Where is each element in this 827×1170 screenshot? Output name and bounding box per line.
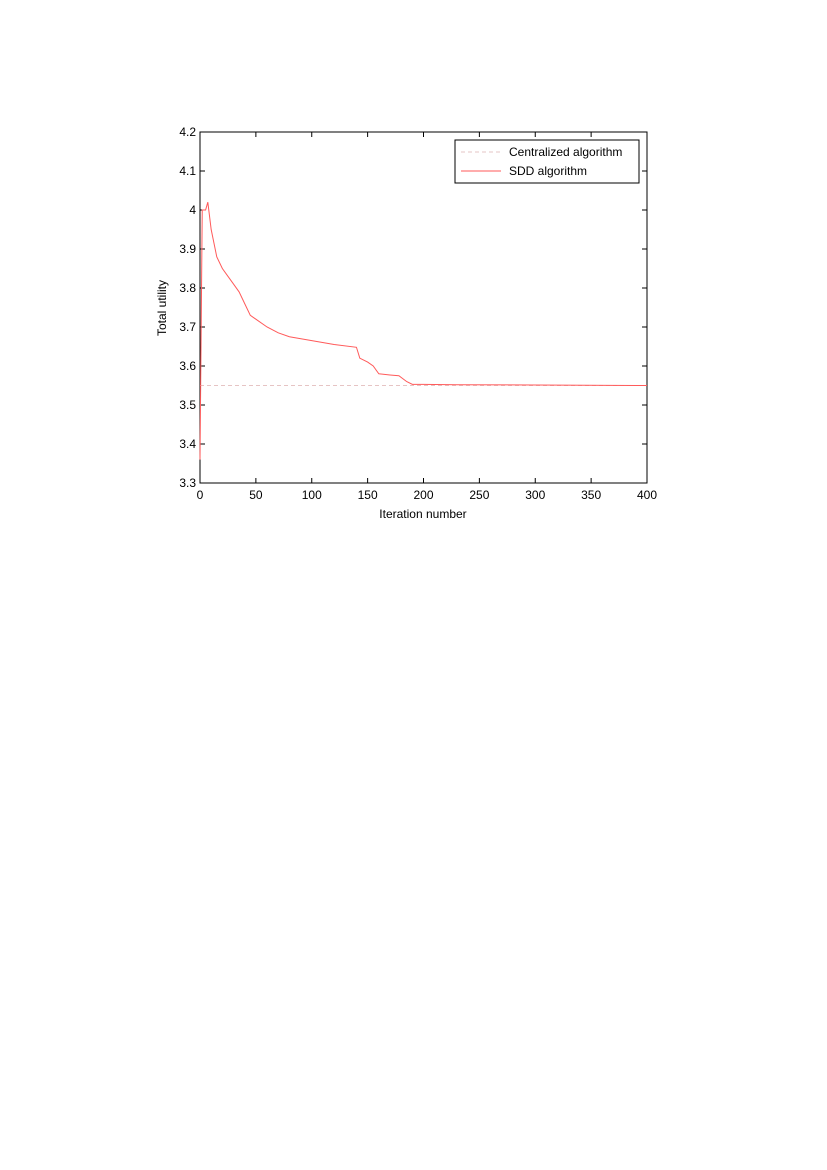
y-tick-label: 3.4 — [179, 437, 196, 451]
series-line — [199, 202, 648, 460]
y-tick-label: 3.5 — [179, 398, 196, 412]
x-tick-label: 350 — [581, 488, 601, 502]
legend-box — [454, 139, 640, 184]
y-tick-label: 3.7 — [179, 320, 196, 334]
x-tick-label: 400 — [637, 488, 657, 502]
x-tick-label: 300 — [525, 488, 545, 502]
x-tick-label: 100 — [302, 488, 322, 502]
y-tick-label: 3.8 — [179, 281, 196, 295]
x-tick-label: 200 — [413, 488, 433, 502]
y-axis-label: Total utility — [155, 280, 169, 336]
legend-label: Centralized algorithm — [509, 145, 622, 159]
y-tick-label: 3.9 — [179, 242, 196, 256]
y-tick-label: 3.3 — [179, 476, 196, 490]
plot-area — [199, 131, 648, 484]
x-tick-label: 250 — [469, 488, 489, 502]
y-tick-label: 4.1 — [179, 164, 196, 178]
x-tick-label: 50 — [249, 488, 263, 502]
y-tick-label: 4 — [189, 203, 196, 217]
x-tick-label: 150 — [358, 488, 378, 502]
legend-label: SDD algorithm — [509, 164, 587, 178]
y-tick-label: 3.6 — [179, 359, 196, 373]
y-tick-label: 4.2 — [179, 125, 196, 139]
x-tick-label: 0 — [197, 488, 204, 502]
x-axis-label: Iteration number — [379, 507, 466, 521]
